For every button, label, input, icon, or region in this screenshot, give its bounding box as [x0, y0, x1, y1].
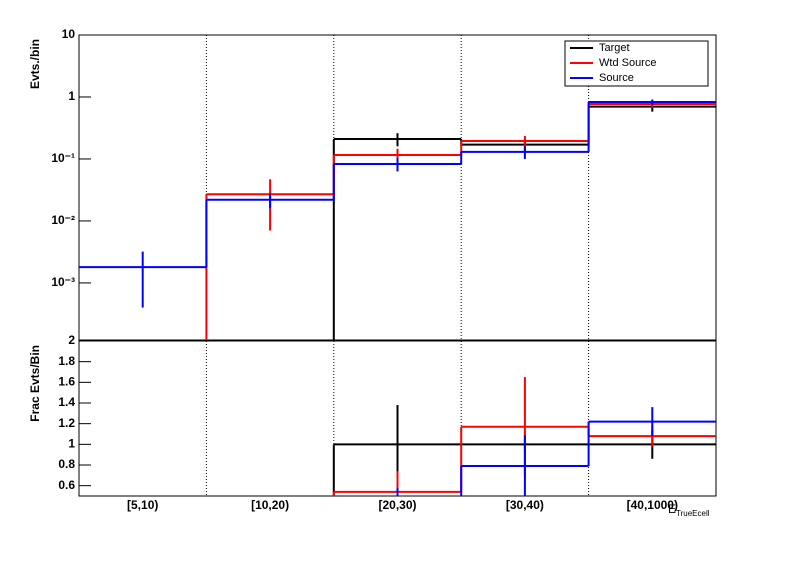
x-tick-label: [5,10)	[127, 498, 158, 512]
plot-area	[332, 377, 716, 496]
legend-label: Wtd Source	[599, 57, 656, 69]
legend-label: Source	[599, 72, 634, 84]
y-tick-label: 1.4	[58, 395, 75, 409]
y-tick-label: 10⁻¹	[51, 151, 75, 165]
y-tick-label: 1	[68, 437, 75, 451]
y-axis-label: Evts./bin	[28, 39, 42, 89]
y-tick-label: 10⁻²	[51, 213, 75, 227]
y-tick-label: 1	[68, 89, 75, 103]
plot-frame	[78, 34, 717, 341]
y-tick-label: 10⁻³	[51, 275, 75, 289]
x-tick-label: [30,40)	[506, 498, 544, 512]
legend-label: Target	[599, 42, 630, 54]
x-tick-label: [40,1000)	[627, 498, 678, 512]
y-tick-label: 0.8	[58, 457, 75, 471]
y-tick-label: 1.8	[58, 354, 75, 368]
y-tick-label: 1.6	[58, 375, 75, 389]
y-tick-label: 10	[62, 27, 76, 41]
y-tick-label: 1.2	[58, 416, 75, 430]
y-tick-label: 0.6	[58, 478, 75, 492]
x-axis-label-sub: TrueEcell	[676, 509, 710, 518]
plot-area	[79, 99, 716, 340]
x-tick-label: [10,20)	[251, 498, 289, 512]
x-tick-label: [20,30)	[378, 498, 416, 512]
y-axis-label: Frac Evts/Bin	[28, 345, 42, 422]
y-tick-label: 2	[68, 333, 75, 347]
x-axis-label: E	[668, 502, 676, 516]
